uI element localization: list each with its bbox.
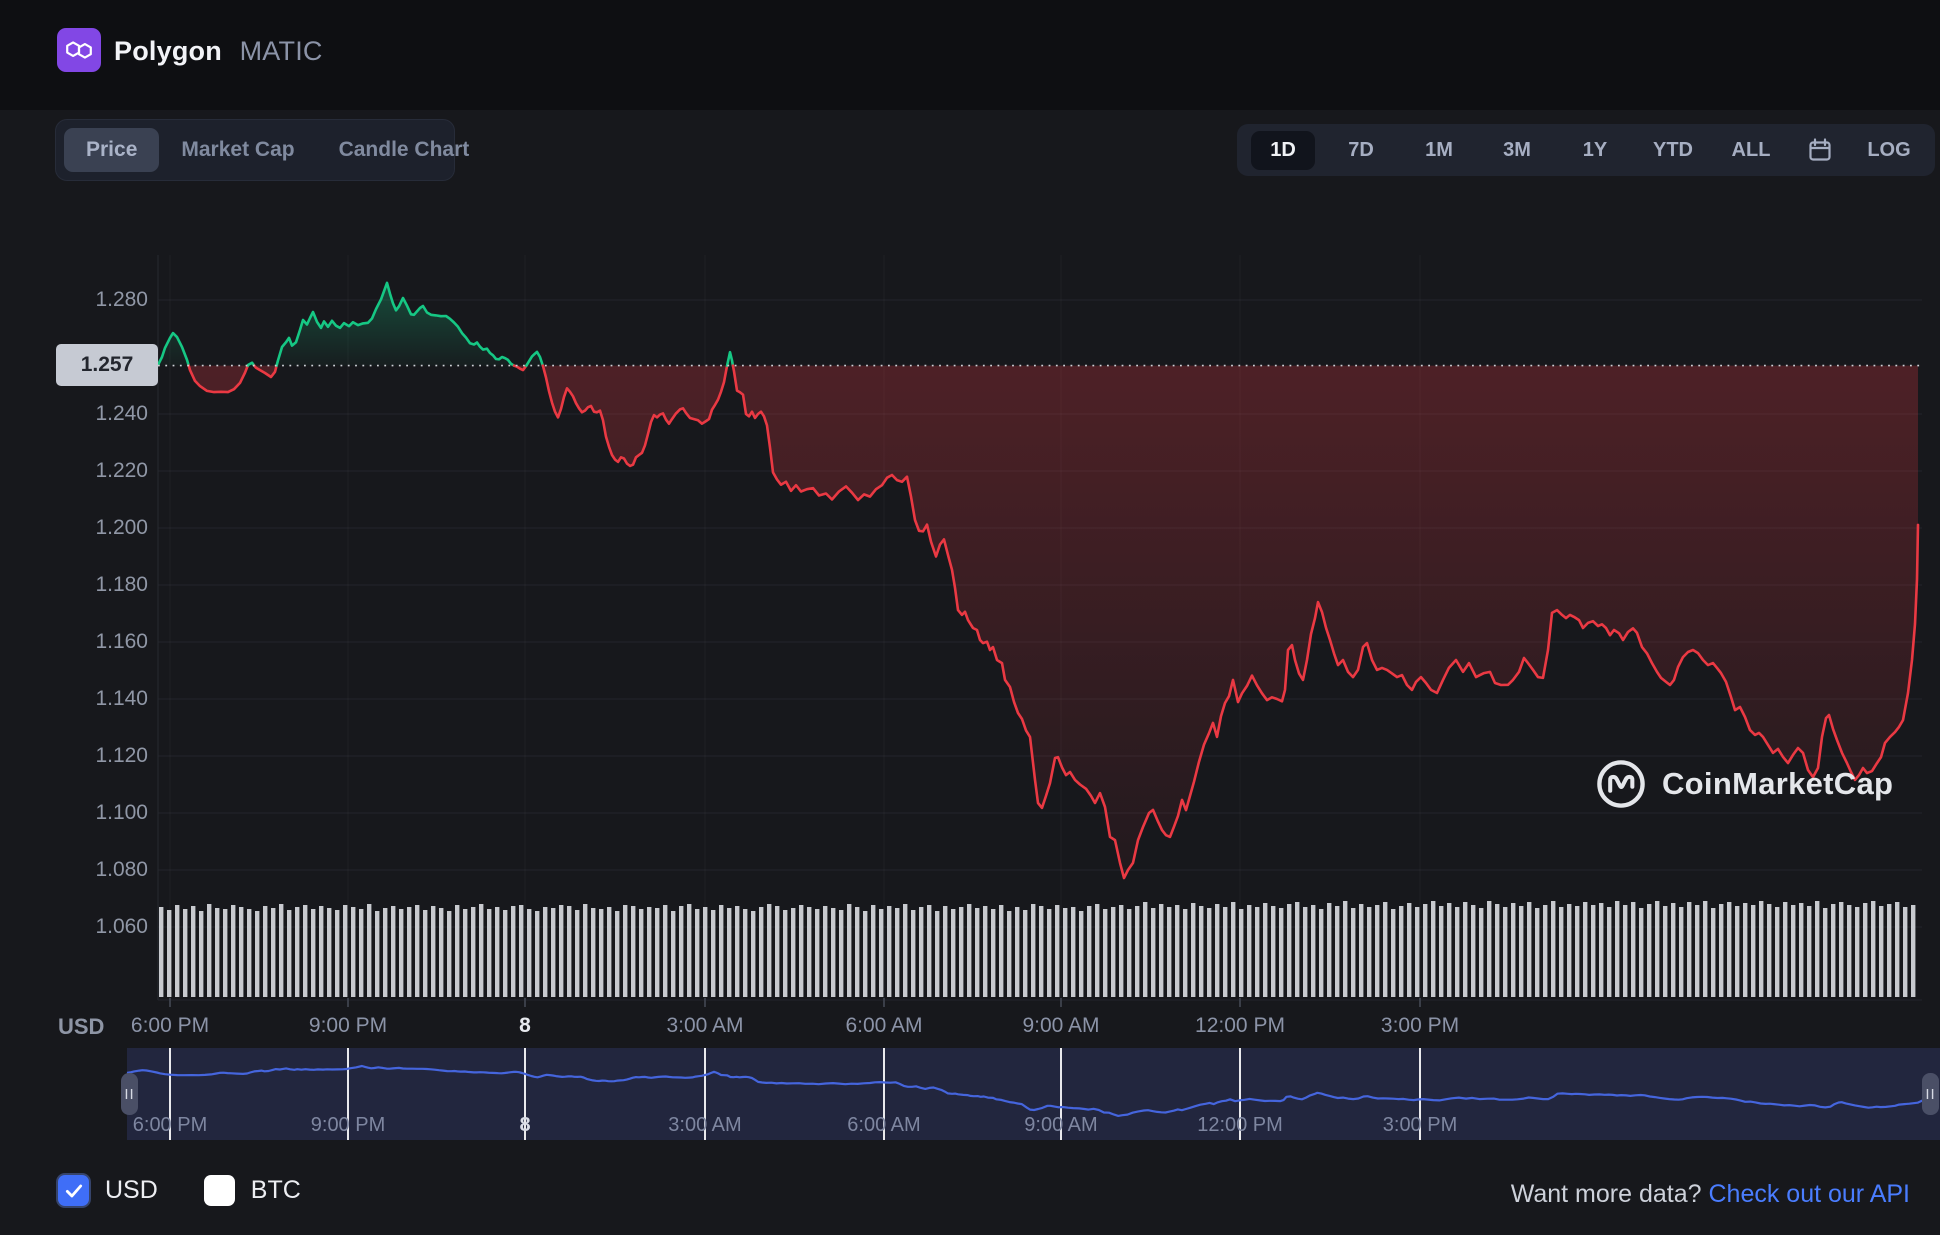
x-axis-tick-label: 9:00 PM bbox=[308, 1014, 388, 1037]
chart-type-tabs: Price Market Cap Candle Chart bbox=[55, 119, 469, 181]
range-button-7d[interactable]: 7D bbox=[1348, 138, 1374, 161]
polygon-logo bbox=[57, 28, 101, 72]
y-axis-tick-label: 1.220 bbox=[95, 459, 148, 482]
currency-toggles: USD BTC bbox=[58, 1175, 347, 1206]
x-axis-tick-label: 6:00 PM bbox=[130, 1014, 210, 1037]
check-icon bbox=[65, 1184, 82, 1197]
y-axis-tick-label: 1.280 bbox=[95, 288, 148, 311]
y-axis-tick-label: 1.080 bbox=[95, 858, 148, 881]
y-axis-tick-label: 1.200 bbox=[95, 516, 148, 539]
minimap-tick-label: 12:00 PM bbox=[1197, 1114, 1283, 1136]
x-axis-tick-label: 6:00 AM bbox=[845, 1014, 923, 1037]
watermark-text: CoinMarketCap bbox=[1662, 766, 1894, 801]
range-button-1m[interactable]: 1M bbox=[1425, 138, 1453, 161]
coin-name: Polygon bbox=[114, 36, 222, 66]
minimap-left-handle[interactable]: II bbox=[121, 1073, 138, 1115]
tab-price[interactable]: Price bbox=[64, 128, 160, 172]
coinmarketcap-logo-icon bbox=[1597, 760, 1645, 808]
minimap-right-handle[interactable]: II bbox=[1922, 1073, 1939, 1115]
usd-checkbox[interactable] bbox=[58, 1175, 89, 1206]
tab-market-cap[interactable]: Market Cap bbox=[181, 138, 295, 161]
range-button-all[interactable]: ALL bbox=[1731, 138, 1771, 161]
y-axis-tick-label: 1.060 bbox=[95, 915, 148, 938]
y-axis-tick-label: 1.160 bbox=[95, 630, 148, 653]
calendar-icon[interactable] bbox=[1797, 131, 1843, 169]
minimap-tick-label: 9:00 AM bbox=[1024, 1114, 1098, 1136]
x-axis-tick-label: 9:00 AM bbox=[1022, 1014, 1100, 1037]
range-button-1y[interactable]: 1Y bbox=[1582, 138, 1608, 161]
range-button-3m[interactable]: 3M bbox=[1503, 138, 1531, 161]
minimap-tick-label: 6:00 AM bbox=[847, 1114, 921, 1136]
y-axis-tick-label: 1.180 bbox=[95, 573, 148, 596]
time-range-selector: 1D 7D 1M 3M 1Y YTD ALL LOG bbox=[1237, 124, 1935, 176]
minimap-tick-label: 8 bbox=[519, 1114, 531, 1136]
y-axis-tick-label: 1.140 bbox=[95, 687, 148, 710]
polygon-logo-icon bbox=[66, 41, 92, 59]
btc-checkbox[interactable] bbox=[203, 1175, 235, 1206]
minimap-tick-label: 3:00 AM bbox=[668, 1114, 742, 1136]
x-axis-tick-label: 12:00 PM bbox=[1195, 1014, 1285, 1037]
x-axis-tick-label: 3:00 PM bbox=[1380, 1014, 1460, 1037]
minimap-tick-label: 6:00 PM bbox=[132, 1114, 208, 1136]
minimap-tick-label: 3:00 PM bbox=[1382, 1114, 1458, 1136]
x-axis-tick-label: 8 bbox=[519, 1014, 531, 1037]
usd-checkbox-label: USD bbox=[105, 1176, 158, 1204]
api-link[interactable]: Check out our API bbox=[1708, 1180, 1910, 1208]
page-title: Polygon MATIC bbox=[114, 36, 323, 67]
axis-unit-label: USD bbox=[58, 1014, 105, 1039]
api-callout: Want more data? Check out our API bbox=[1511, 1180, 1910, 1209]
x-axis-tick-label: 3:00 AM bbox=[666, 1014, 744, 1037]
range-button-1d[interactable]: 1D bbox=[1251, 130, 1315, 170]
y-axis-tick-label: 1.120 bbox=[95, 744, 148, 767]
range-button-ytd[interactable]: YTD bbox=[1653, 138, 1693, 161]
api-prompt-text: Want more data? bbox=[1510, 1180, 1702, 1208]
minimap-tick-label: 9:00 PM bbox=[310, 1114, 386, 1136]
tab-candle-chart[interactable]: Candle Chart bbox=[338, 138, 470, 161]
range-button-log[interactable]: LOG bbox=[1867, 138, 1911, 161]
coinmarketcap-watermark: CoinMarketCap bbox=[1594, 757, 1893, 811]
coin-symbol: MATIC bbox=[239, 36, 323, 66]
btc-checkbox-label: BTC bbox=[250, 1176, 301, 1204]
y-axis-tick-label: 1.100 bbox=[95, 801, 148, 824]
y-axis-tick-label: 1.240 bbox=[95, 402, 148, 425]
current-price-label: 1.257 bbox=[56, 344, 158, 386]
chart-card-background bbox=[0, 110, 1940, 1235]
